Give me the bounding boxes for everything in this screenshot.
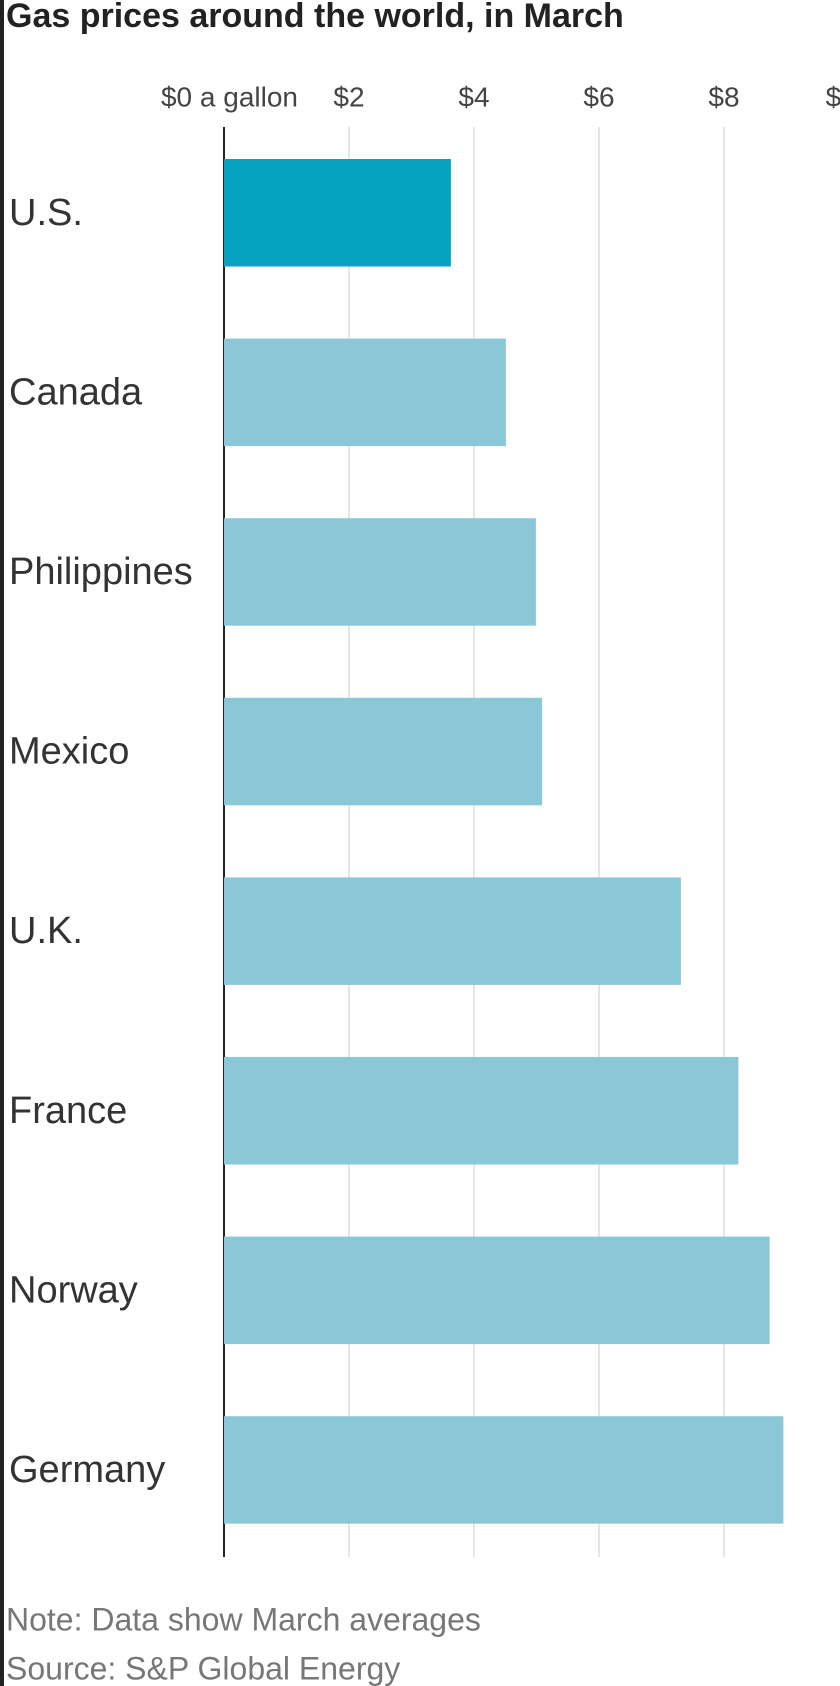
category-label: Germany xyxy=(9,1449,165,1491)
bar xyxy=(224,877,681,985)
bar xyxy=(224,159,451,267)
category-label: France xyxy=(9,1090,127,1132)
bar xyxy=(224,1236,770,1345)
x-tick-label: $4 xyxy=(458,81,489,112)
bars: U.S. Canada Philippines Mexico U.K. France Nor… xyxy=(9,159,784,1524)
bar xyxy=(224,1057,739,1165)
category-label: Canada xyxy=(9,371,143,413)
category-label: Mexico xyxy=(9,731,129,773)
x-tick-label: $2 xyxy=(333,81,364,112)
x-tick-label: $6 xyxy=(583,81,614,112)
x-tick-label: $0 a gallon xyxy=(161,81,298,112)
source: Source: S&P Global Energy xyxy=(6,1650,400,1686)
category-label: U.S. xyxy=(9,192,83,234)
category-label: Philippines xyxy=(9,551,193,593)
bar xyxy=(224,338,506,447)
bar xyxy=(224,518,536,626)
chart-title: Gas prices around the world, in March xyxy=(6,0,624,35)
left-edge xyxy=(0,0,4,1686)
note: Note: Data show March averages xyxy=(6,1601,481,1637)
category-label: Norway xyxy=(9,1269,138,1311)
bar xyxy=(224,697,543,806)
category-label: U.K. xyxy=(9,910,83,952)
x-tick-label: $10 xyxy=(826,81,840,112)
bar xyxy=(224,1416,784,1524)
x-tick-label: $8 xyxy=(708,81,739,112)
